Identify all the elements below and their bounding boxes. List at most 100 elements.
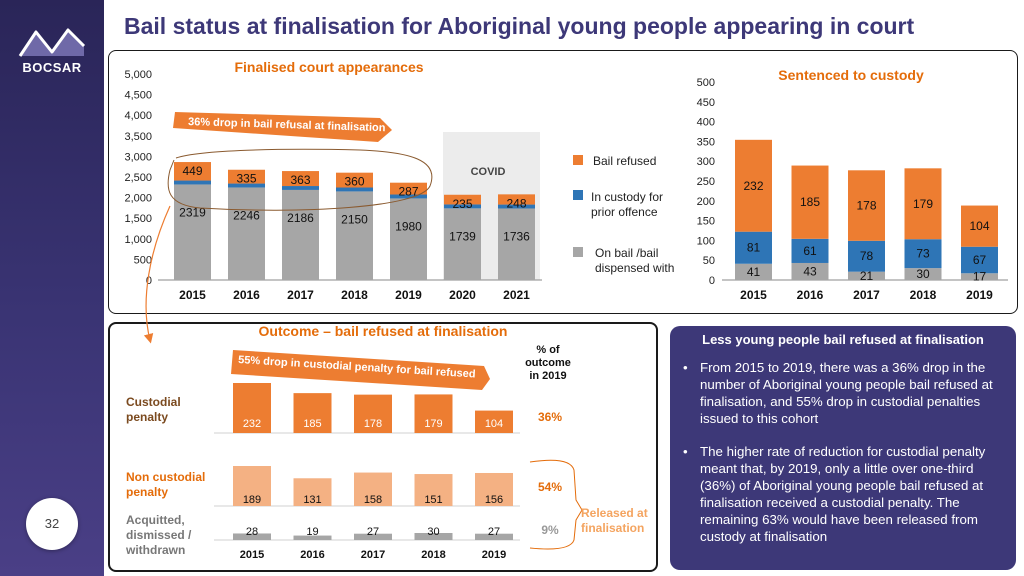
x-tick-label: 2021 xyxy=(503,288,530,302)
x-tick-label: 2017 xyxy=(853,288,880,302)
y-tick-label: 100 xyxy=(697,235,715,247)
data-label: 287 xyxy=(398,185,418,199)
x-tick-label: 2020 xyxy=(449,288,476,302)
y-tick-label: 2,000 xyxy=(124,193,152,205)
bar-bail-refused xyxy=(228,169,265,184)
bar-bail-refused xyxy=(498,194,535,205)
y-tick-label: 500 xyxy=(134,254,152,266)
outcome-bar xyxy=(233,383,271,433)
data-label: 78 xyxy=(860,249,874,263)
bar-on-bail xyxy=(444,208,481,280)
bar-on-bail xyxy=(282,189,319,280)
x-tick-label: 2016 xyxy=(797,288,824,302)
released-label: Released at finalisation xyxy=(581,506,648,535)
info-box: Less young people bail refused at finali… xyxy=(670,326,1016,570)
row-label-line: withdrawn xyxy=(125,543,185,557)
data-label: 232 xyxy=(743,179,763,193)
bar-in-custody xyxy=(904,239,942,269)
legend-label-line: In custody for xyxy=(591,190,663,204)
y-tick-label: 1,500 xyxy=(124,213,152,225)
covid-label: COVID xyxy=(471,166,506,178)
data-label: 449 xyxy=(182,164,202,178)
legend-swatch xyxy=(573,247,583,257)
highlight-loop xyxy=(167,148,433,211)
bar-in-custody xyxy=(444,204,481,209)
data-label: 28 xyxy=(246,526,258,538)
legend-swatch xyxy=(573,190,583,200)
bar-on-bail xyxy=(735,263,772,280)
column-header: % of outcome in 2019 xyxy=(525,344,571,382)
bocsar-logo-icon xyxy=(18,28,86,57)
x-tick-label: 2018 xyxy=(341,288,368,302)
bar-in-custody xyxy=(848,240,885,272)
outcome-bar xyxy=(293,478,332,506)
data-label: 185 xyxy=(303,418,321,430)
y-tick-label: 150 xyxy=(697,216,715,228)
data-label: 30 xyxy=(916,267,930,281)
bar-in-custody xyxy=(282,186,319,190)
data-label: 248 xyxy=(506,196,526,210)
outcome-bar xyxy=(414,394,453,433)
logo-text: BOCSAR xyxy=(22,60,82,75)
info-bullets: From 2015 to 2019, there was a 36% drop … xyxy=(678,359,1010,561)
data-label: 360 xyxy=(344,175,364,189)
legend-label: In custody for prior offence xyxy=(591,190,663,219)
bar-on-bail xyxy=(174,184,211,280)
legend-label: On bail /bail dispensed with xyxy=(595,246,674,275)
row-label-line: penalty xyxy=(126,485,168,499)
data-label: 179 xyxy=(424,418,442,430)
data-label: 27 xyxy=(367,526,379,538)
bar-in-custody xyxy=(390,194,427,199)
outcome-bar xyxy=(414,533,453,540)
data-label: 81 xyxy=(747,241,761,255)
data-label: 232 xyxy=(243,418,261,430)
y-tick-label: 250 xyxy=(697,176,715,188)
column-header-line: % of xyxy=(536,344,560,356)
outcome-bar xyxy=(293,393,332,433)
data-label: 1739 xyxy=(449,229,476,243)
bar-bail-refused xyxy=(282,171,319,187)
x-tick-label: 2016 xyxy=(233,288,260,302)
bar-on-bail xyxy=(228,187,265,280)
y-tick-label: 4,000 xyxy=(124,110,152,122)
data-label: 335 xyxy=(236,172,256,186)
data-label: 17 xyxy=(973,270,987,284)
chart-title: Outcome – bail refused at finalisation xyxy=(259,323,508,339)
top-panel xyxy=(108,50,1018,314)
y-tick-label: 300 xyxy=(697,156,715,168)
x-tick-label: 2019 xyxy=(966,288,993,302)
data-label: 158 xyxy=(364,494,382,506)
data-label: 19 xyxy=(306,526,318,538)
x-tick-label: 2018 xyxy=(421,549,445,561)
y-tick-label: 5,000 xyxy=(124,69,152,81)
data-label: 189 xyxy=(243,494,261,506)
bar-in-custody xyxy=(174,180,211,185)
legend-label-line: On bail /bail xyxy=(595,246,658,260)
drop-arrow-shape xyxy=(231,350,490,390)
outcome-bar xyxy=(475,410,513,433)
row-label-line: penalty xyxy=(126,410,168,424)
bar-in-custody xyxy=(791,238,829,263)
y-tick-label: 500 xyxy=(697,77,715,89)
x-tick-label: 2019 xyxy=(395,288,422,302)
data-label: 2150 xyxy=(341,212,368,226)
data-label: 363 xyxy=(290,173,310,187)
percent-label: 36% xyxy=(538,410,562,424)
y-tick-label: 4,500 xyxy=(124,90,152,102)
bar-bail-refused xyxy=(735,139,772,232)
data-label: 1980 xyxy=(395,219,422,233)
outcome-bar xyxy=(475,472,513,506)
data-label: 73 xyxy=(916,247,930,261)
data-label: 178 xyxy=(856,199,876,213)
data-label: 131 xyxy=(303,494,321,506)
row-label: Acquitted, dismissed / withdrawn xyxy=(125,513,192,557)
info-bullet: The higher rate of reduction for custodi… xyxy=(678,443,1010,545)
outcome-bar xyxy=(293,535,332,540)
x-tick-label: 2015 xyxy=(240,549,264,561)
data-label: 156 xyxy=(485,494,503,506)
bar-bail-refused xyxy=(444,194,481,205)
bar-bail-refused xyxy=(174,162,211,181)
outcome-bar xyxy=(233,533,271,540)
